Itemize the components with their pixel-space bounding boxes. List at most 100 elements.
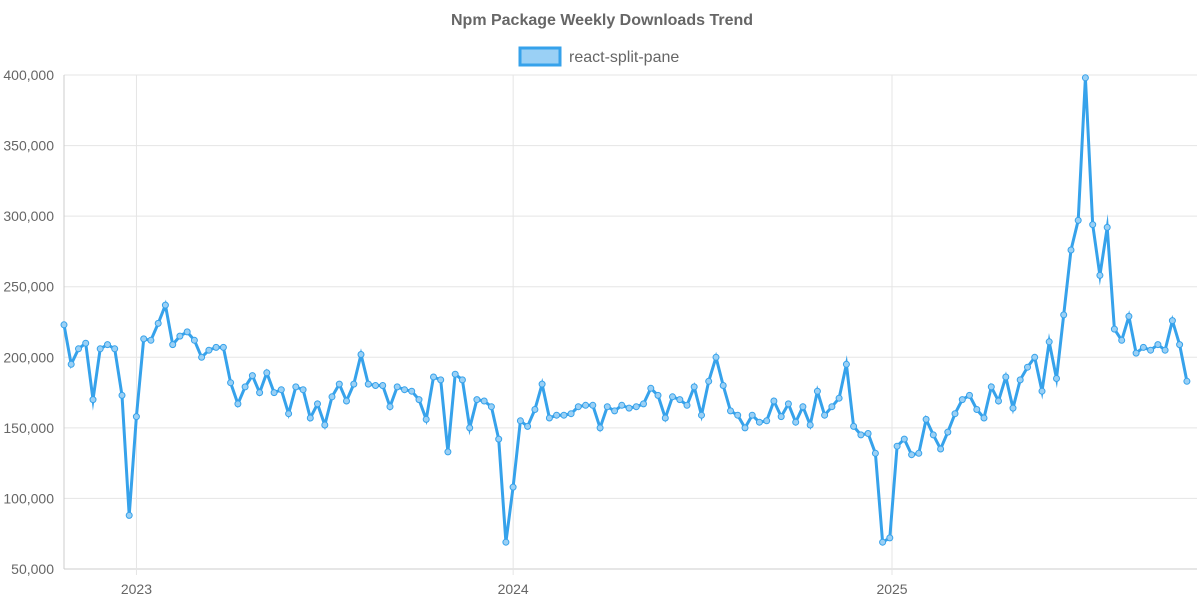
data-point[interactable] [212,343,220,351]
data-point[interactable] [161,301,169,309]
data-point[interactable] [705,377,713,385]
data-point[interactable] [835,394,843,402]
data-point[interactable] [132,413,140,421]
data-point[interactable] [828,403,836,411]
data-point[interactable] [335,380,343,388]
data-point[interactable] [698,411,705,419]
data-point[interactable] [190,336,198,344]
data-point[interactable] [96,345,104,353]
data-point[interactable] [1183,377,1191,385]
data-point[interactable] [256,389,264,397]
data-point[interactable] [82,339,90,347]
data-point[interactable] [227,379,235,387]
data-point[interactable] [487,403,495,411]
data-point[interactable] [958,396,966,404]
data-point[interactable] [893,442,901,450]
data-point[interactable] [763,417,771,425]
data-point[interactable] [813,387,821,395]
data-point[interactable] [1009,404,1017,412]
data-point[interactable] [1139,343,1147,351]
data-point[interactable] [473,396,481,404]
data-point[interactable] [125,511,133,519]
legend[interactable]: react-split-pane [518,46,679,67]
data-point[interactable] [618,401,626,409]
data-point[interactable] [1002,373,1010,381]
data-point[interactable] [292,383,300,391]
data-point[interactable] [147,336,155,344]
data-point[interactable] [1154,341,1162,349]
data-point[interactable] [1103,223,1111,231]
data-point[interactable] [444,448,452,456]
data-point[interactable] [625,404,633,412]
data-point[interactable] [524,422,532,430]
data-point[interactable] [364,380,372,388]
data-point[interactable] [451,370,459,378]
data-point[interactable] [480,397,488,405]
data-point[interactable] [140,335,148,343]
data-point[interactable] [712,353,720,361]
data-point[interactable] [401,386,408,394]
data-point[interactable] [1161,346,1169,354]
data-point[interactable] [640,400,647,408]
data-point[interactable] [654,391,662,399]
data-point[interactable] [357,351,365,358]
data-point[interactable] [111,345,119,353]
data-point[interactable] [1060,311,1068,319]
data-point[interactable] [198,353,206,361]
data-point[interactable] [879,538,887,546]
data-point[interactable] [176,332,184,340]
data-point[interactable] [741,424,749,432]
data-point[interactable] [1125,312,1133,320]
data-point[interactable] [944,428,952,436]
data-point[interactable] [538,380,546,388]
data-point[interactable] [234,400,242,408]
data-point[interactable] [408,387,416,395]
data-point[interactable] [321,421,329,429]
data-point[interactable] [1045,338,1053,346]
data-point[interactable] [973,406,981,413]
data-point[interactable] [1038,387,1046,395]
data-point[interactable] [915,449,923,457]
data-point[interactable] [661,414,669,422]
data-point[interactable] [299,386,307,394]
data-point[interactable] [719,382,727,389]
data-point[interactable] [393,383,401,391]
data-point[interactable] [306,414,314,422]
data-point[interactable] [379,382,387,389]
data-point[interactable] [502,538,510,546]
data-point[interactable] [1176,341,1184,349]
data-point[interactable] [104,341,111,349]
data-point[interactable] [770,397,778,405]
data-point[interactable] [516,417,524,425]
data-point[interactable] [509,483,517,491]
data-point[interactable] [495,435,503,443]
data-point[interactable] [241,383,249,391]
data-point[interactable] [690,383,698,391]
data-point[interactable] [553,411,561,419]
data-point[interactable] [908,451,916,459]
data-point[interactable] [871,449,879,457]
data-point[interactable] [1118,336,1126,344]
data-point[interactable] [937,445,945,453]
data-point[interactable] [118,391,126,399]
data-point[interactable] [219,343,227,351]
data-point[interactable] [415,396,423,404]
data-point[interactable] [1147,346,1155,354]
data-point[interactable] [531,406,539,413]
data-point[interactable] [248,372,256,380]
data-point[interactable] [430,373,437,381]
data-point[interactable] [437,376,445,384]
data-point[interactable] [314,400,321,408]
data-point[interactable] [560,411,568,419]
data-point[interactable] [727,407,734,415]
data-point[interactable] [792,418,800,426]
data-point[interactable] [1016,376,1024,384]
data-point[interactable] [748,411,756,419]
data-point[interactable] [842,360,850,368]
data-point[interactable] [1031,353,1039,361]
data-point[interactable] [966,391,973,399]
data-point[interactable] [995,397,1002,405]
data-point[interactable] [328,393,336,401]
data-point[interactable] [929,431,937,439]
data-point[interactable] [864,430,872,437]
